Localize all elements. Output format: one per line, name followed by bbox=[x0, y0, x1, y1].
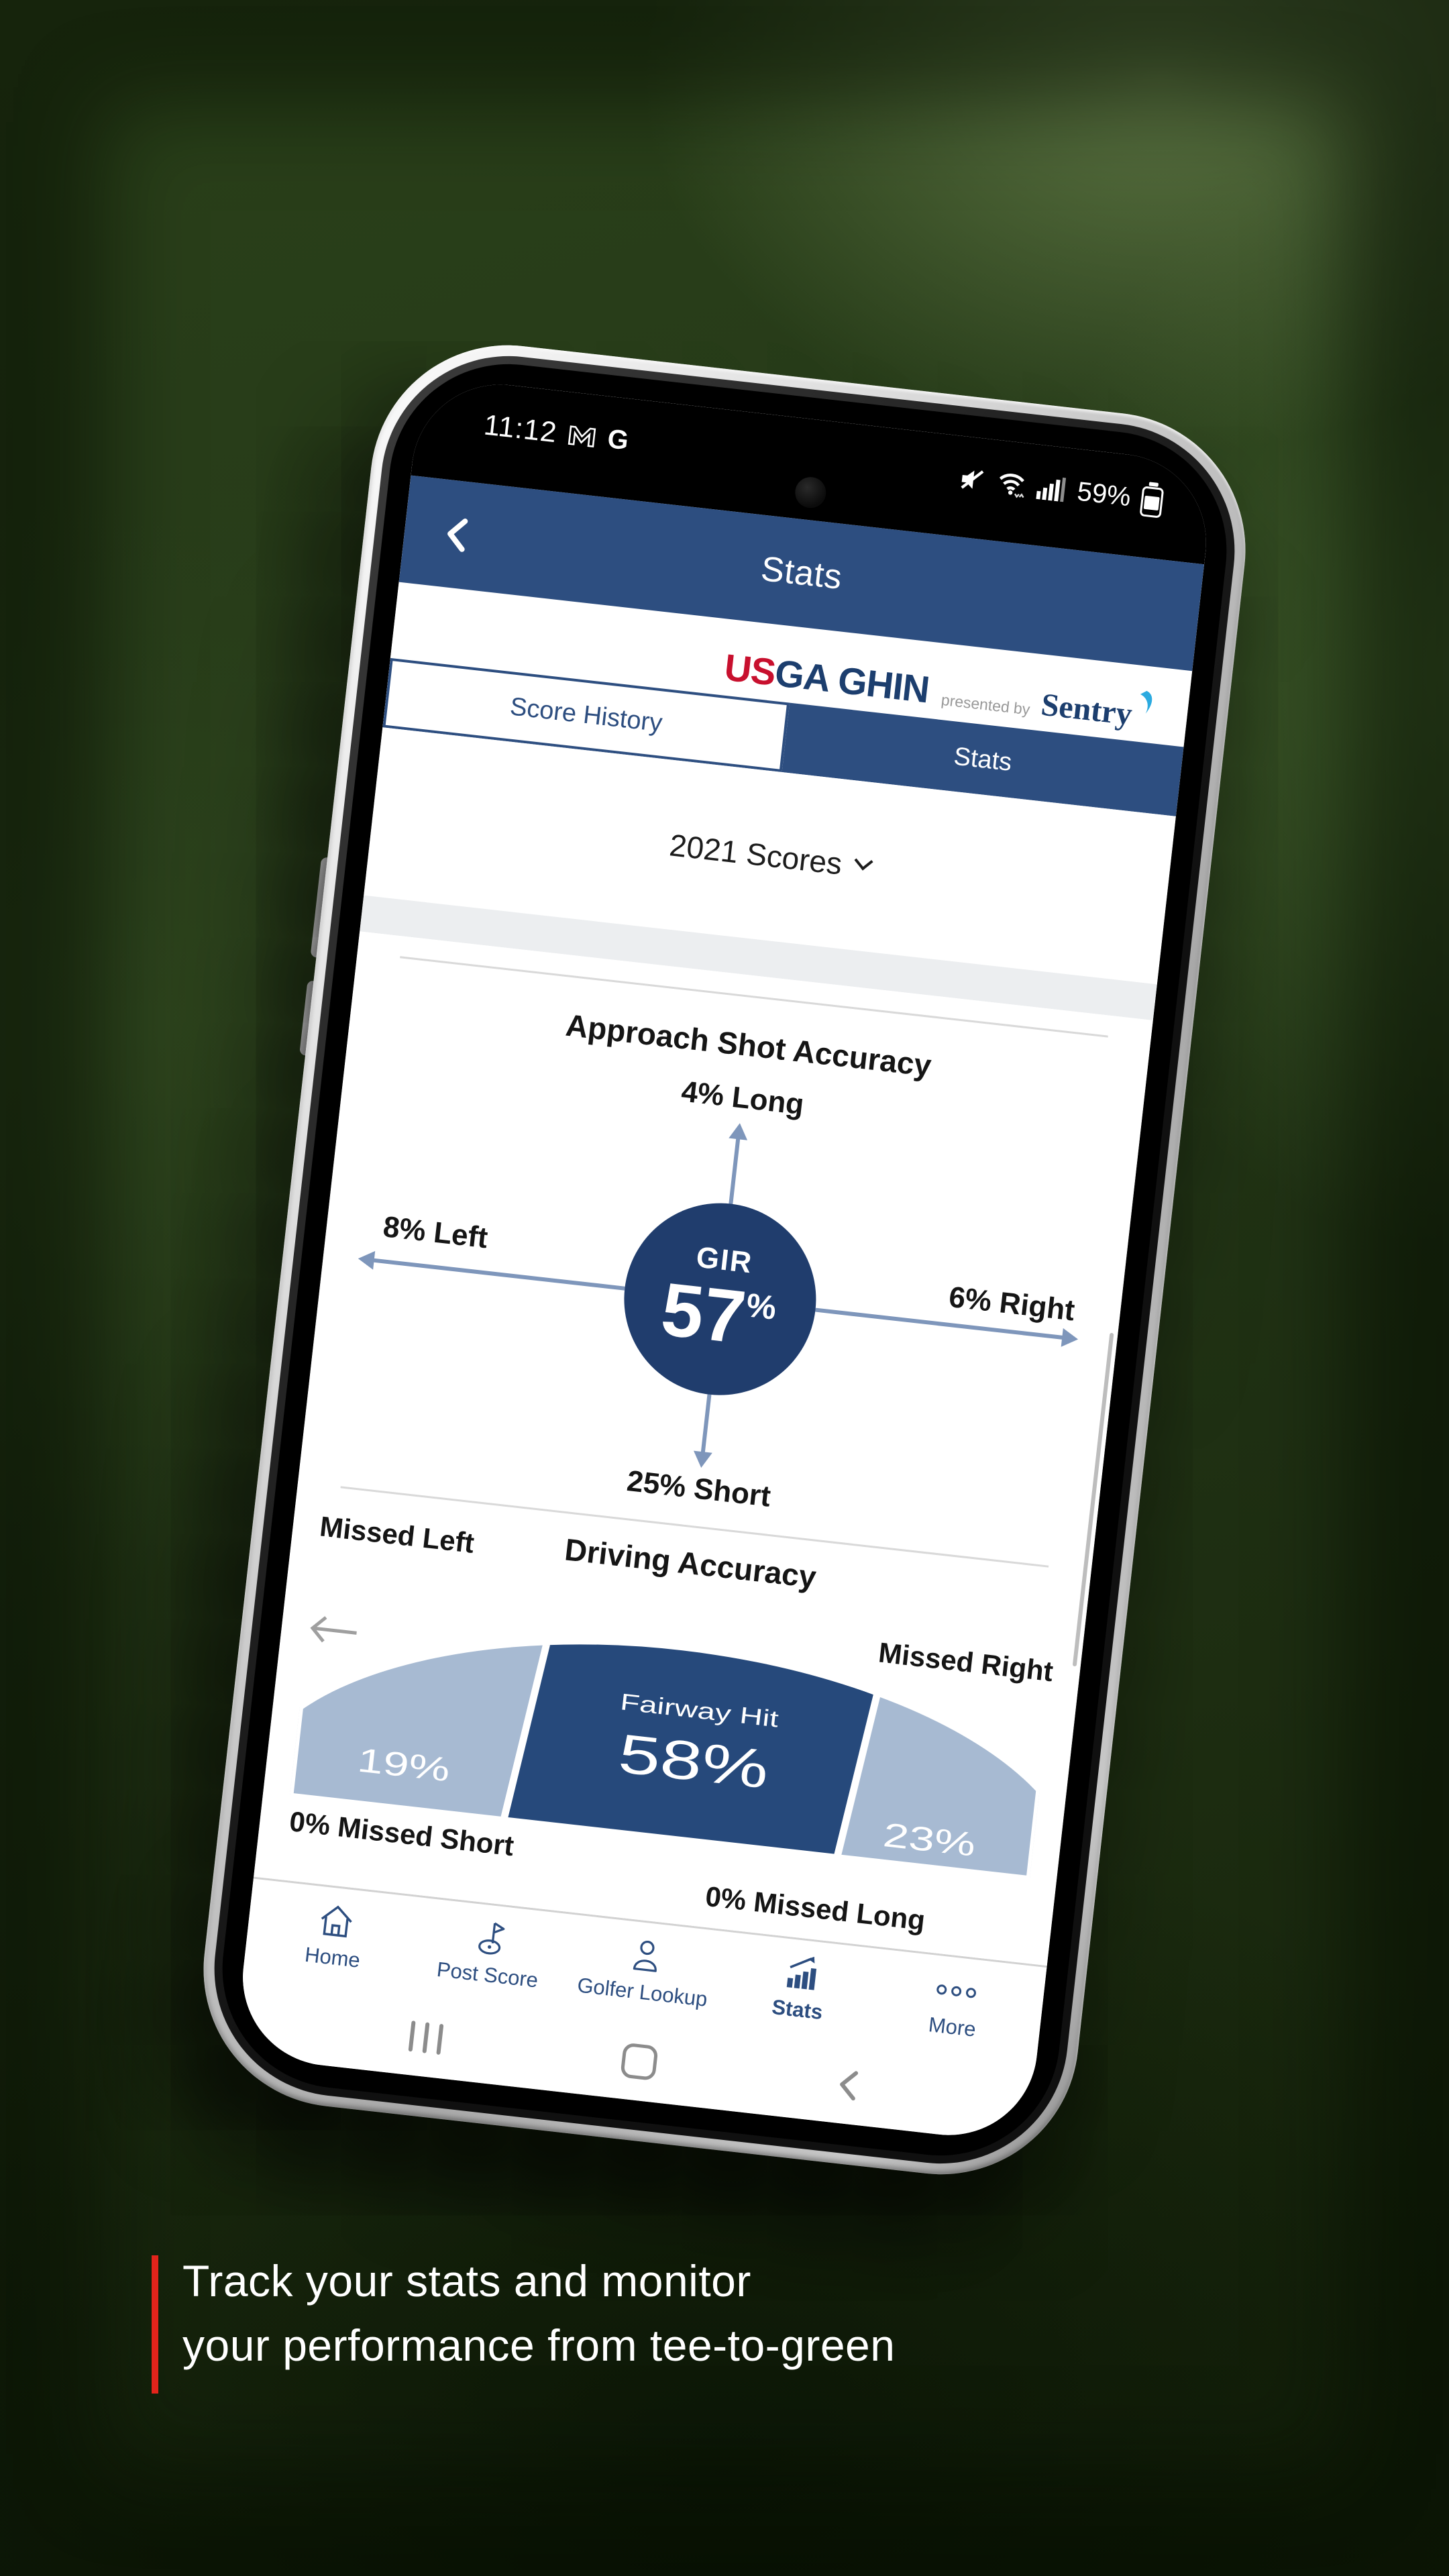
presented-by-label: presented by bbox=[940, 690, 1031, 718]
caption: Track your stats and monitor your perfor… bbox=[152, 2249, 896, 2394]
driving-missed-long-label: 0% Missed Long bbox=[704, 1880, 927, 1937]
bottom-nav: Home Post Score Golfer Lookup bbox=[241, 1876, 1047, 2078]
gmail-m-icon bbox=[568, 425, 596, 448]
nav-item-golfer-lookup[interactable]: Golfer Lookup bbox=[564, 1928, 726, 2013]
status-bar: 11:12 G bbox=[411, 375, 1216, 565]
fan-segment-missed-right bbox=[833, 1689, 1044, 1882]
gesture-nav bbox=[233, 1988, 1034, 2145]
recents-icon[interactable] bbox=[408, 2021, 444, 2055]
page-title: Stats bbox=[759, 549, 845, 597]
approach-left-label: 8% Left bbox=[381, 1210, 490, 1255]
nav-item-home[interactable]: Home bbox=[254, 1893, 416, 1978]
bar-chart-icon bbox=[787, 1956, 817, 1990]
stats-card: Approach Shot Accuracy 4% Long 8% Left 6… bbox=[254, 931, 1153, 1966]
sentry-logo: Sentry bbox=[1039, 686, 1154, 735]
arrow-down-icon bbox=[692, 1450, 712, 1469]
app-header: Stats bbox=[398, 475, 1205, 672]
gir-circle: GIR 57 % bbox=[614, 1193, 826, 1405]
sentry-swoosh-icon bbox=[1140, 690, 1152, 714]
arrow-up-line bbox=[729, 1137, 741, 1205]
scores-dropdown[interactable]: 2021 Scores bbox=[667, 826, 873, 885]
arrow-down-line bbox=[700, 1394, 712, 1454]
google-g-icon: G bbox=[606, 423, 631, 455]
battery-icon bbox=[1139, 481, 1165, 519]
nav-item-stats[interactable]: Stats bbox=[718, 1945, 881, 2031]
fan-segment-missed-left bbox=[289, 1640, 551, 1823]
wifi-icon bbox=[999, 474, 1024, 498]
fan-segment-fairway-hit bbox=[499, 1639, 881, 1860]
driving-chart: Driving Accuracy Missed Left Missed Righ… bbox=[281, 1501, 1063, 1954]
clock: 11:12 bbox=[482, 408, 559, 449]
signal-icon bbox=[1036, 477, 1067, 502]
chevron-down-icon bbox=[854, 851, 873, 871]
mute-icon bbox=[961, 470, 984, 489]
gir-unit: % bbox=[744, 1286, 779, 1328]
carousel-left-arrow-icon[interactable] bbox=[307, 1613, 361, 1648]
arrow-left-line bbox=[372, 1258, 625, 1291]
logo-bar: USGA GHIN presented by Sentry bbox=[390, 600, 1191, 747]
back-gesture-icon[interactable] bbox=[835, 2068, 861, 2102]
nav-item-more[interactable]: More bbox=[873, 1963, 1036, 2048]
nav-item-post-score[interactable]: Post Score bbox=[409, 1911, 571, 1996]
ellipsis-icon bbox=[936, 1984, 976, 1998]
caption-line-2: your performance from tee-to-green bbox=[182, 2320, 896, 2370]
battery-percent: 59% bbox=[1075, 476, 1132, 512]
phone: 11:12 G bbox=[189, 331, 1260, 2189]
back-chevron-icon[interactable] bbox=[441, 515, 471, 554]
camera-punch-hole bbox=[793, 475, 828, 510]
golf-flag-icon bbox=[478, 1922, 504, 1955]
arrow-right-icon bbox=[1061, 1328, 1079, 1349]
home-pill-icon[interactable] bbox=[620, 2042, 659, 2082]
arrow-up-icon bbox=[729, 1122, 749, 1140]
person-icon bbox=[633, 1940, 657, 1972]
caption-line-1: Track your stats and monitor bbox=[182, 2256, 751, 2306]
fan-gauge: 19% Fairway Hit 58% 23% bbox=[289, 1639, 1044, 1882]
home-icon bbox=[321, 1905, 352, 1938]
arrow-left-icon bbox=[357, 1249, 376, 1270]
screen: 11:12 G bbox=[233, 375, 1216, 2145]
caption-accent-bar bbox=[152, 2255, 158, 2394]
gir-value: 57 bbox=[657, 1267, 750, 1360]
approach-right-label: 6% Right bbox=[947, 1280, 1077, 1328]
